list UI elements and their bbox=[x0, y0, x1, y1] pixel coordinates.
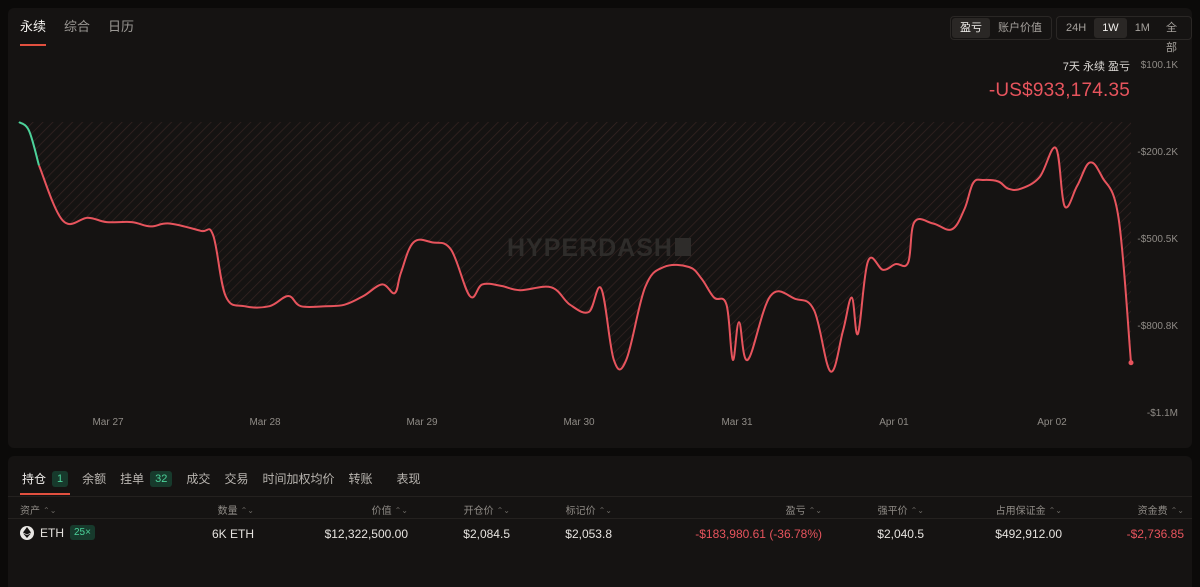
eth-icon bbox=[20, 525, 34, 540]
col-entry-price[interactable]: 开仓价 ⌃⌄ bbox=[463, 506, 510, 517]
x-tick-label: Mar 30 bbox=[563, 417, 595, 428]
range-1w-option[interactable]: 1W bbox=[1094, 18, 1127, 38]
y-tick-label: -$200.2K bbox=[1137, 147, 1178, 158]
pnl-end-dot bbox=[1128, 360, 1134, 366]
header-divider bbox=[8, 518, 1192, 519]
leverage-badge: 25× bbox=[70, 525, 95, 540]
pnl-chart[interactable]: HYPERDASH $100.1K -$200.2K -$500.5K -$800.8… bbox=[8, 8, 1192, 448]
tab-fills[interactable]: 成交 bbox=[186, 472, 211, 486]
y-tick-label: -$1.1M bbox=[1147, 408, 1178, 419]
sort-icon: ⌃⌄ bbox=[496, 506, 510, 515]
col-mark-price[interactable]: 标记价 ⌃⌄ bbox=[565, 506, 612, 517]
metric-toggle: 盈亏 账户价值 bbox=[950, 16, 1052, 40]
table-header: 资产 ⌃⌄ 数量 ⌃⌄ 价值 ⌃⌄ 开仓价 ⌃⌄ 标记价 ⌃⌄ 盈亏 ⌃⌄ 强平价 ⌃⌄ 占用… bbox=[8, 498, 1192, 518]
tab-calendar[interactable]: 日历 bbox=[108, 19, 135, 34]
y-tick-label: -$800.8K bbox=[1137, 321, 1178, 332]
tab-twap[interactable]: 时间加权均价 bbox=[262, 472, 335, 486]
tab-transfers[interactable]: 转账 bbox=[348, 472, 373, 486]
asset-cell: ETH 25× bbox=[20, 525, 95, 540]
chart-card: 永续 综合 日历 盈亏 账户价值 24H 1W 1M 全部 7天 永续 盈亏 -… bbox=[8, 8, 1192, 448]
positions-card: 持仓 1 余额 挂单 32 成交 交易 时间加权均价 转账 表现 资产 ⌃⌄ 数量… bbox=[8, 456, 1192, 587]
watermark-logo: HYPERDASH bbox=[507, 234, 673, 262]
tab-positions[interactable]: 持仓 1 bbox=[19, 464, 71, 495]
col-asset[interactable]: 资产 ⌃⌄ bbox=[20, 506, 57, 517]
size-cell: 6K ETH bbox=[211, 527, 254, 541]
tab-open-orders[interactable]: 挂单 32 bbox=[120, 464, 173, 494]
chart-title: 7天 永续 盈亏 bbox=[1062, 61, 1130, 73]
pnl-line-positive bbox=[18, 121, 40, 166]
tab-performance[interactable]: 表现 bbox=[396, 472, 421, 486]
col-pnl[interactable]: 盈亏 ⌃⌄ bbox=[785, 506, 822, 517]
metric-pnl-option[interactable]: 盈亏 bbox=[952, 18, 990, 38]
sort-icon: ⌃⌄ bbox=[240, 506, 254, 515]
pnl-value: -US$933,174.35 bbox=[988, 80, 1130, 101]
sort-icon: ⌃⌄ bbox=[43, 506, 57, 515]
sort-icon: ⌃⌄ bbox=[1170, 506, 1184, 515]
metric-account-value-option[interactable]: 账户价值 bbox=[998, 22, 1042, 34]
positions-count-badge: 1 bbox=[52, 471, 69, 487]
range-24h-option[interactable]: 24H bbox=[1066, 22, 1087, 34]
tab-positions-label: 持仓 bbox=[22, 472, 47, 486]
sort-icon: ⌃⌄ bbox=[394, 506, 408, 515]
tabs-divider bbox=[8, 496, 1192, 497]
x-tick-label: Apr 01 bbox=[879, 417, 909, 428]
pnl-area-fill bbox=[19, 122, 1131, 372]
y-axis: $100.1K -$200.2K -$500.5K -$800.8K -$1.1M bbox=[1137, 60, 1178, 419]
liq-price-cell: $2,040.5 bbox=[877, 527, 924, 541]
tab-perpetual[interactable]: 永续 bbox=[20, 8, 47, 46]
x-tick-label: Mar 27 bbox=[92, 417, 124, 428]
tab-balances[interactable]: 余额 bbox=[82, 472, 107, 486]
col-funding[interactable]: 资金费 ⌃⌄ bbox=[1137, 506, 1184, 517]
sort-icon: ⌃⌄ bbox=[598, 506, 612, 515]
sort-icon: ⌃⌄ bbox=[1048, 506, 1062, 515]
open-orders-count-badge: 32 bbox=[150, 471, 173, 487]
pnl-line-negative bbox=[38, 146, 1132, 373]
y-tick-label: -$500.5K bbox=[1137, 234, 1178, 245]
watermark-logo-block bbox=[675, 238, 691, 256]
col-size[interactable]: 数量 ⌃⌄ bbox=[217, 506, 254, 517]
tab-trades[interactable]: 交易 bbox=[224, 472, 249, 486]
funding-cell: -$2,736.85 bbox=[1126, 527, 1184, 541]
tab-open-orders-label: 挂单 bbox=[120, 472, 145, 486]
tab-overview[interactable]: 综合 bbox=[64, 19, 91, 34]
range-toggle: 24H 1W 1M 全部 bbox=[1056, 16, 1192, 54]
x-tick-label: Mar 31 bbox=[721, 417, 753, 428]
margin-cell: $492,912.00 bbox=[995, 527, 1062, 541]
sort-icon: ⌃⌄ bbox=[808, 506, 822, 515]
range-all-option[interactable]: 全部 bbox=[1165, 22, 1177, 54]
value-cell: $12,322,500.00 bbox=[324, 527, 408, 541]
x-tick-label: Mar 28 bbox=[249, 417, 281, 428]
top-tabs: 永续 综合 日历 bbox=[20, 8, 134, 46]
pnl-cell: -$183,980.61 (-36.78%) bbox=[695, 527, 822, 541]
mark-price-cell: $2,053.8 bbox=[565, 527, 612, 541]
table-row[interactable]: ETH 25× 6K ETH $12,322,500.00 $2,084.5 $… bbox=[8, 522, 1192, 546]
col-liq-price[interactable]: 强平价 ⌃⌄ bbox=[877, 506, 924, 517]
entry-price-cell: $2,084.5 bbox=[463, 527, 510, 541]
x-axis: Mar 27 Mar 28 Mar 29 Mar 30 Mar 31 Apr 01 Apr … bbox=[92, 417, 1067, 428]
x-tick-label: Mar 29 bbox=[406, 417, 438, 428]
col-value[interactable]: 价值 ⌃⌄ bbox=[371, 506, 408, 517]
col-margin[interactable]: 占用保证金 ⌃⌄ bbox=[995, 506, 1062, 517]
sort-icon: ⌃⌄ bbox=[910, 506, 924, 515]
y-tick-label: $100.1K bbox=[1141, 60, 1179, 71]
asset-name: ETH bbox=[40, 525, 64, 540]
bottom-tabs: 持仓 1 余额 挂单 32 成交 交易 时间加权均价 转账 表现 bbox=[19, 464, 421, 495]
x-tick-label: Apr 02 bbox=[1037, 417, 1067, 428]
range-1m-option[interactable]: 1M bbox=[1134, 22, 1150, 34]
